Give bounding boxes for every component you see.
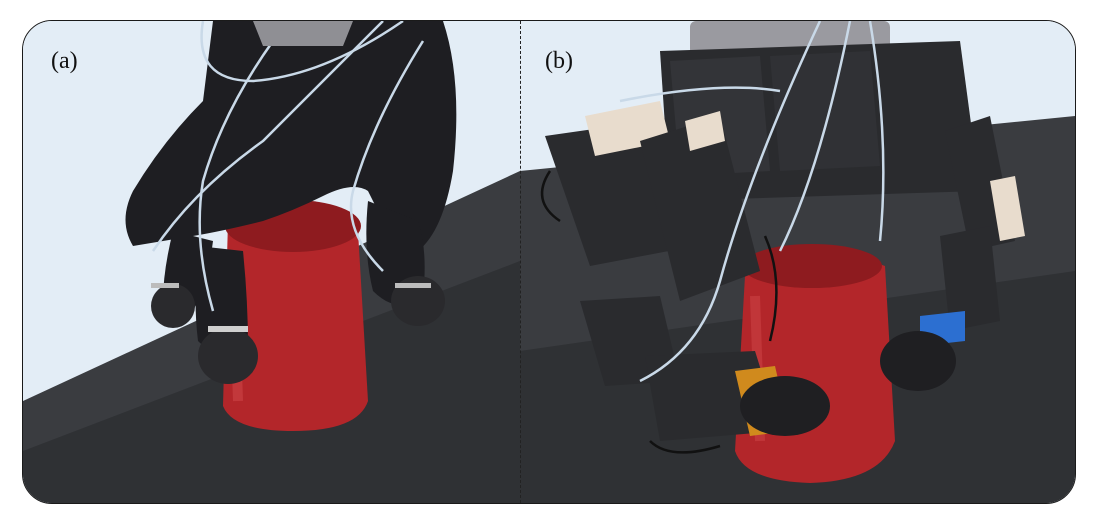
- robot-finger-left: [545, 101, 830, 441]
- panel-b-scene: [520, 21, 1075, 503]
- robot-wrist: [660, 21, 980, 201]
- black-cables: [540, 170, 778, 454]
- panel-b-label: (b): [545, 48, 573, 74]
- red-cup: [735, 244, 895, 483]
- panel-a-photo: (a): [23, 21, 520, 503]
- panel-a-label: (a): [51, 48, 78, 74]
- panel-divider: [520, 21, 521, 503]
- sensor-cables: [151, 21, 425, 312]
- panel-b-photo: (b): [520, 21, 1075, 503]
- figure-frame: (a): [22, 20, 1076, 504]
- panel-a-scene: [23, 21, 520, 503]
- robot-cables: [619, 21, 885, 383]
- robot-finger-right: [880, 116, 1025, 391]
